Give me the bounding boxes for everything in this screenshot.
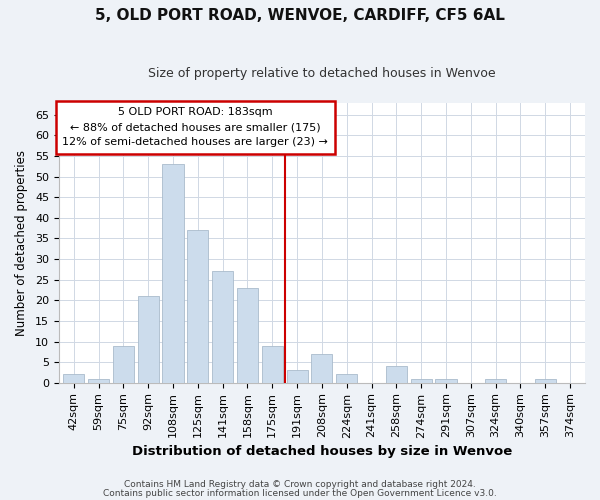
Bar [410, 378, 432, 382]
Bar [187, 230, 208, 382]
Text: 5, OLD PORT ROAD, WENVOE, CARDIFF, CF5 6AL: 5, OLD PORT ROAD, WENVOE, CARDIFF, CF5 6… [95, 8, 505, 22]
Bar [113, 346, 134, 383]
Text: Contains public sector information licensed under the Open Government Licence v3: Contains public sector information licen… [103, 488, 497, 498]
Bar [212, 272, 233, 382]
Bar [535, 378, 556, 382]
Text: Contains HM Land Registry data © Crown copyright and database right 2024.: Contains HM Land Registry data © Crown c… [124, 480, 476, 489]
Title: Size of property relative to detached houses in Wenvoe: Size of property relative to detached ho… [148, 68, 496, 80]
Bar [262, 346, 283, 383]
Y-axis label: Number of detached properties: Number of detached properties [15, 150, 28, 336]
Bar [436, 378, 457, 382]
Bar [63, 374, 84, 382]
Bar [137, 296, 158, 382]
Bar [311, 354, 332, 382]
Bar [386, 366, 407, 382]
Bar [237, 288, 258, 382]
Bar [485, 378, 506, 382]
Text: 5 OLD PORT ROAD: 183sqm
← 88% of detached houses are smaller (175)
12% of semi-d: 5 OLD PORT ROAD: 183sqm ← 88% of detache… [62, 108, 328, 147]
Bar [287, 370, 308, 382]
X-axis label: Distribution of detached houses by size in Wenvoe: Distribution of detached houses by size … [132, 444, 512, 458]
Bar [163, 164, 184, 382]
Bar [88, 378, 109, 382]
Bar [336, 374, 357, 382]
